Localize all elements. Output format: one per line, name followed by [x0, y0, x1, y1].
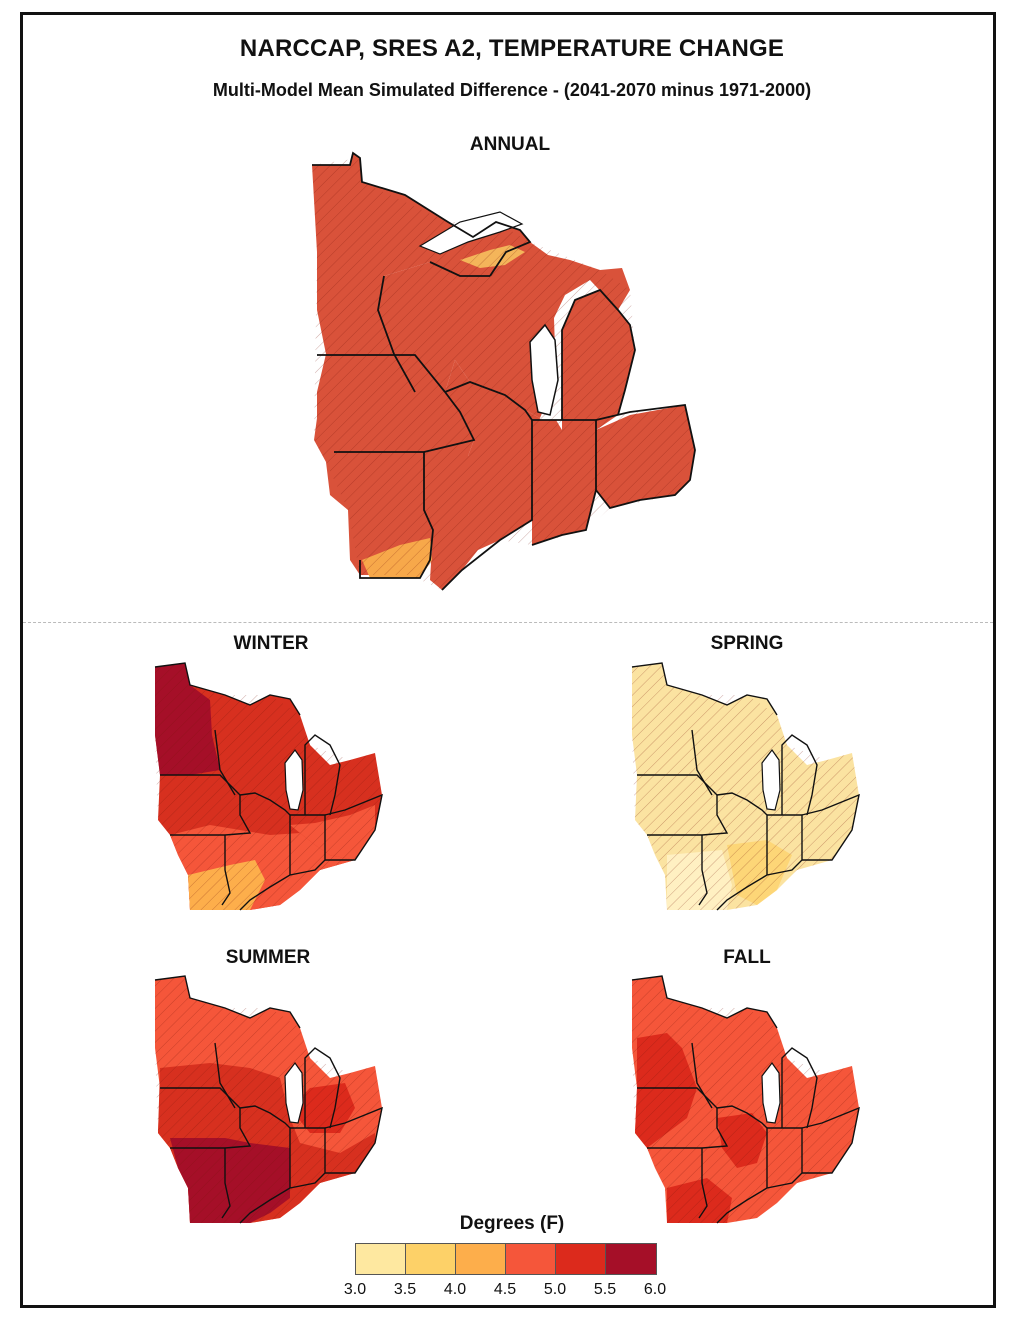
legend-tick-label: 4.0 [443, 1281, 467, 1298]
legend-swatch [356, 1244, 406, 1274]
map-spring [631, 662, 860, 911]
annual-state-borders [312, 151, 696, 591]
panel-label-winter: WINTER [233, 633, 309, 654]
legend-tick-label: 5.0 [543, 1281, 567, 1298]
map-winter [154, 662, 383, 911]
figure-title: NARCCAP, SRES A2, TEMPERATURE CHANGE [239, 35, 785, 62]
winter-state-borders [154, 662, 383, 911]
panel-label-annual: ANNUAL [469, 134, 551, 155]
figure-frame [20, 12, 996, 1308]
panel-label-summer: SUMMER [225, 947, 311, 968]
summer-hatching [155, 976, 382, 1223]
legend-swatch [406, 1244, 456, 1274]
legend-tick-label: 3.0 [343, 1281, 367, 1298]
fall-lake-michigan [761, 1061, 781, 1124]
winter-lake-michigan [284, 748, 304, 811]
legend-tick-label: 3.5 [393, 1281, 417, 1298]
summer-lake-michigan [284, 1061, 304, 1124]
legend-swatch [506, 1244, 556, 1274]
spring-state-borders [631, 662, 860, 911]
legend-color-bar [355, 1243, 657, 1275]
panel-label-spring: SPRING [710, 633, 784, 654]
legend-tick-label: 4.5 [493, 1281, 517, 1298]
fall-state-borders [631, 975, 860, 1224]
spring-lake-michigan [761, 748, 781, 811]
fall-hatching [632, 976, 859, 1223]
panel-divider [23, 622, 993, 623]
summer-state-borders [154, 975, 383, 1224]
map-annual [312, 151, 696, 591]
legend-title: Degrees (F) [459, 1213, 565, 1234]
legend-tick-label: 6.0 [643, 1281, 667, 1298]
legend-swatch [606, 1244, 656, 1274]
map-fall [631, 975, 860, 1224]
map-summer [154, 975, 383, 1224]
spring-hatching [632, 663, 859, 910]
legend-swatch [456, 1244, 506, 1274]
winter-hatching [155, 663, 382, 910]
legend-tick-label: 5.5 [593, 1281, 617, 1298]
legend-swatch [556, 1244, 606, 1274]
panel-label-fall: FALL [723, 947, 771, 968]
figure-subtitle: Multi-Model Mean Simulated Difference - … [212, 80, 812, 100]
